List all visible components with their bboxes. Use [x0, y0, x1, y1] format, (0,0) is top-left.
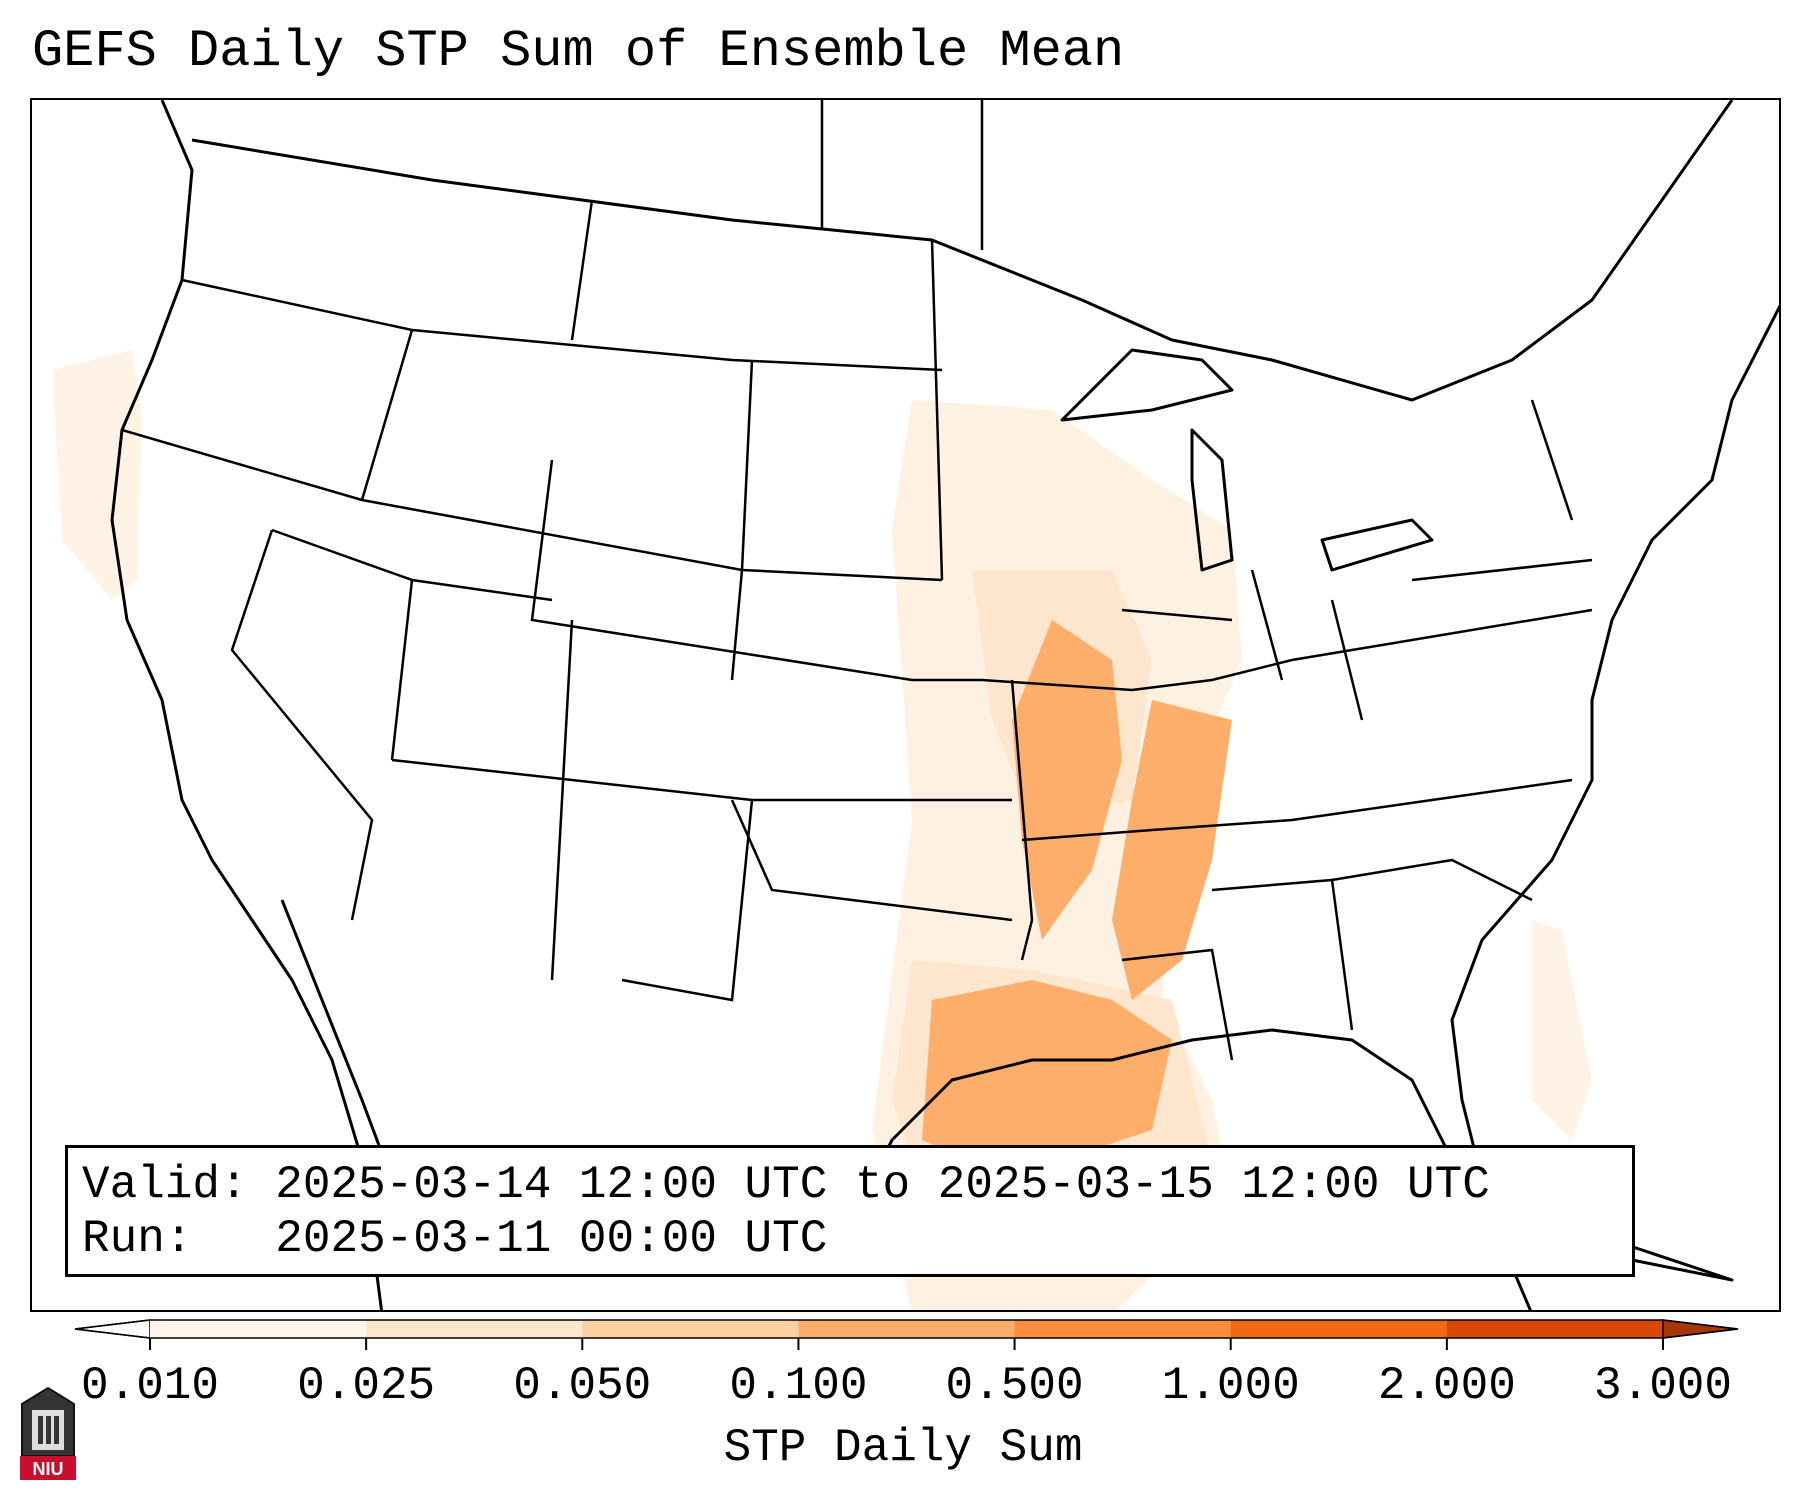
stp-shading	[52, 350, 1592, 1310]
stp-shading-main-high	[1012, 620, 1122, 940]
map-canvas	[52, 100, 1779, 1310]
great-lakes-erie	[1320, 518, 1434, 572]
state-lines	[121, 100, 1593, 1061]
stp-shading-west-coast	[52, 350, 142, 600]
colorbar-tick-label: 1.000	[1161, 1360, 1300, 1412]
map-panel	[30, 98, 1781, 1312]
run-row: Run: 2025-03-11 00:00 UTC	[82, 1212, 1618, 1266]
niu-logo: NIU	[20, 1386, 76, 1480]
colorbar-over-extension	[1662, 1319, 1739, 1339]
colorbar-tick-label: 0.050	[513, 1360, 652, 1412]
great-lakes-superior	[1060, 348, 1234, 422]
run-label: Run:	[82, 1213, 193, 1265]
valid-label: Valid:	[82, 1159, 248, 1211]
colorbar-tick-label: 2.000	[1377, 1360, 1516, 1412]
colorbar-tick-label: 3.000	[1593, 1360, 1733, 1412]
colorbar-tick-label: 0.025	[297, 1360, 436, 1412]
colorbar-segment	[366, 1320, 583, 1338]
run-value: 2025-03-11 00:00 UTC	[275, 1213, 828, 1265]
colorbar-tick-label: 0.500	[945, 1360, 1084, 1412]
colorbar-under-extension	[74, 1319, 151, 1339]
colorbar-label: STP Daily Sum	[723, 1422, 1083, 1474]
colorbar-segment	[150, 1320, 367, 1338]
valid-value: 2025-03-14 12:00 UTC to 2025-03-15 12:00…	[275, 1159, 1490, 1211]
niu-logo-text: NIU	[33, 1459, 64, 1479]
colorbar	[74, 1319, 1739, 1350]
colorbar-segment	[798, 1320, 1016, 1338]
colorbar-segment	[582, 1320, 799, 1338]
canada-border	[191, 100, 1734, 402]
stp-shading-atlantic	[1532, 920, 1592, 1140]
info-box: Valid: 2025-03-14 12:00 UTC to 2025-03-1…	[65, 1145, 1635, 1277]
colorbar-segment	[1446, 1320, 1664, 1338]
valid-row: Valid: 2025-03-14 12:00 UTC to 2025-03-1…	[82, 1158, 1618, 1212]
colorbar-tick-label: 0.010	[80, 1360, 220, 1412]
stp-shading-tn-ms-high	[1112, 700, 1232, 1000]
colorbar-tick-label: 0.100	[729, 1360, 868, 1412]
east-coastline	[1450, 304, 1779, 1221]
colorbar-segment	[1230, 1320, 1448, 1338]
map-title: GEFS Daily STP Sum of Ensemble Mean	[32, 22, 1125, 81]
west-coastline	[110, 100, 383, 1310]
colorbar-segment	[1014, 1320, 1232, 1338]
great-lakes-michigan	[1190, 428, 1234, 572]
stp-shading-gulf-high	[922, 980, 1172, 1170]
